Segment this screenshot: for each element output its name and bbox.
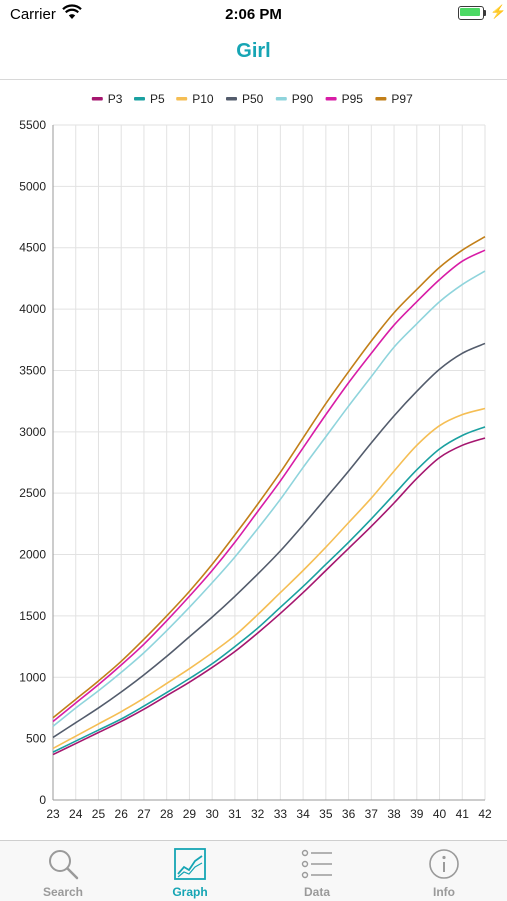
legend-item-p5: P5 — [134, 92, 165, 106]
y-tick-label: 1500 — [19, 609, 46, 623]
legend-swatch — [134, 97, 145, 101]
legend-swatch — [375, 97, 387, 101]
x-tick-label: 32 — [251, 807, 265, 821]
nav-divider — [0, 79, 507, 80]
page-title: Girl — [236, 40, 271, 62]
x-tick-label: 36 — [342, 807, 356, 821]
y-tick-label: 3500 — [19, 363, 46, 377]
x-tick-label: 35 — [319, 807, 333, 821]
x-tick-label: 33 — [274, 807, 288, 821]
search-icon — [49, 850, 79, 880]
x-tick-label: 39 — [410, 807, 424, 821]
legend-label: P95 — [342, 92, 364, 106]
legend-label: P10 — [192, 92, 214, 106]
charging-icon: ⚡ — [490, 4, 507, 19]
y-tick-label: 2000 — [19, 548, 46, 562]
y-tick-label: 3000 — [19, 425, 46, 439]
legend-item-p3: P3 — [91, 92, 123, 106]
graph-icon — [174, 848, 206, 880]
legend-swatch — [226, 97, 237, 101]
chart-axes: 0 500 1000 1500 2000 2500 3000 3500 4000 4500 5000… — [19, 118, 492, 821]
x-tick-label: 26 — [115, 807, 129, 821]
x-tick-label: 40 — [433, 807, 447, 821]
legend-label: P50 — [242, 92, 264, 106]
legend-swatch — [176, 97, 188, 101]
series-line-p3 — [52, 437, 486, 756]
battery-icon — [458, 6, 486, 20]
y-tick-label: 500 — [26, 732, 46, 746]
chart-series — [52, 235, 486, 756]
x-tick-label: 24 — [69, 807, 83, 821]
wifi-icon — [62, 4, 82, 19]
x-tick-label: 37 — [365, 807, 379, 821]
series-line-p95 — [52, 249, 486, 723]
y-tick-label: 4500 — [19, 241, 46, 255]
legend-item-p50: P50 — [226, 92, 264, 106]
x-tick-label: 27 — [137, 807, 151, 821]
tab-graph-label: Graph — [172, 885, 208, 899]
tab-bar: Search Graph Data Info — [0, 840, 507, 901]
tab-search[interactable]: Search — [0, 841, 126, 901]
info-icon — [429, 849, 459, 879]
x-tick-label: 34 — [296, 807, 310, 821]
legend-swatch — [325, 97, 337, 101]
series-line-p97 — [52, 235, 486, 719]
x-tick-label: 30 — [205, 807, 219, 821]
y-tick-label: 1000 — [19, 670, 46, 684]
legend-label: P3 — [108, 92, 123, 106]
status-time: 2:06 PM — [225, 6, 282, 23]
legend-label: P5 — [150, 92, 165, 106]
legend-item-p97: P97 — [375, 92, 413, 106]
y-tick-label: 4000 — [19, 302, 46, 316]
tab-data-label: Data — [303, 885, 330, 899]
x-tick-label: 23 — [46, 807, 60, 821]
x-tick-label: 28 — [160, 807, 174, 821]
status-bar: Carrier 2:06 PM ⚡ — [0, 0, 507, 28]
legend-label: P97 — [391, 92, 413, 106]
x-tick-label: 41 — [456, 807, 470, 821]
tab-data[interactable]: Data — [254, 841, 380, 901]
legend-item-p10: P10 — [176, 92, 214, 106]
series-line-p50 — [52, 342, 486, 739]
carrier-label: Carrier — [10, 6, 56, 23]
legend-item-p95: P95 — [325, 92, 364, 106]
x-tick-label: 38 — [387, 807, 401, 821]
y-tick-label: 0 — [39, 793, 46, 807]
chart-legend: P3 P5 P10 P50 P90 P95 P97 — [91, 92, 413, 106]
chart-grid — [52, 124, 486, 801]
x-tick-label: 42 — [478, 807, 492, 821]
list-icon — [301, 849, 332, 879]
tab-graph[interactable]: Graph — [127, 841, 253, 901]
y-tick-label: 2500 — [19, 486, 46, 500]
x-tick-label: 29 — [183, 807, 197, 821]
series-line-p5 — [52, 426, 486, 753]
tab-info-label: Info — [433, 885, 455, 899]
legend-swatch — [91, 97, 103, 101]
legend-label: P90 — [292, 92, 314, 106]
series-line-p90 — [52, 270, 486, 727]
tab-search-label: Search — [42, 885, 84, 899]
series-line-p10 — [52, 407, 486, 750]
x-tick-label: 25 — [92, 807, 106, 821]
y-tick-label: 5000 — [19, 179, 46, 193]
y-tick-label: 5500 — [19, 118, 46, 132]
legend-item-p90: P90 — [275, 92, 314, 106]
legend-swatch — [275, 97, 287, 101]
tab-info[interactable]: Info — [381, 841, 507, 901]
percentile-chart: 0 500 1000 1500 2000 2500 3000 3500 4000 4500 5000… — [19, 92, 492, 821]
x-tick-label: 31 — [228, 807, 242, 821]
